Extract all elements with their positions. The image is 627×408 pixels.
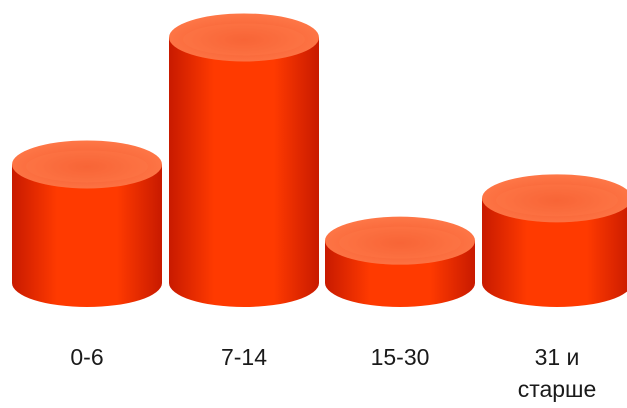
category-labels: 0-6 7-14 15-30 31 и старше: [70, 344, 596, 402]
bar-top-highlight: [339, 226, 461, 259]
bar-top-highlight: [183, 23, 305, 56]
x-tick-label: 31 и старше: [518, 344, 597, 402]
bar-body: [482, 198, 627, 307]
bar-top: [169, 13, 319, 62]
bar-7-14: [169, 13, 319, 307]
bar-body: [169, 37, 319, 307]
bar-top: [482, 174, 627, 223]
bars-group: [12, 13, 627, 307]
x-tick-label: 15-30: [371, 344, 430, 370]
x-tick-label: 0-6: [70, 344, 103, 370]
bar-0-6: [12, 140, 162, 307]
bar-body: [12, 164, 162, 307]
bar-top: [325, 216, 475, 265]
bar-31-и-старше: [482, 174, 627, 307]
bar-top-highlight: [26, 150, 148, 183]
bar-top: [12, 140, 162, 189]
bar-15-30: [325, 216, 475, 307]
bar-top-highlight: [496, 184, 618, 217]
x-tick-label: 7-14: [221, 344, 267, 370]
